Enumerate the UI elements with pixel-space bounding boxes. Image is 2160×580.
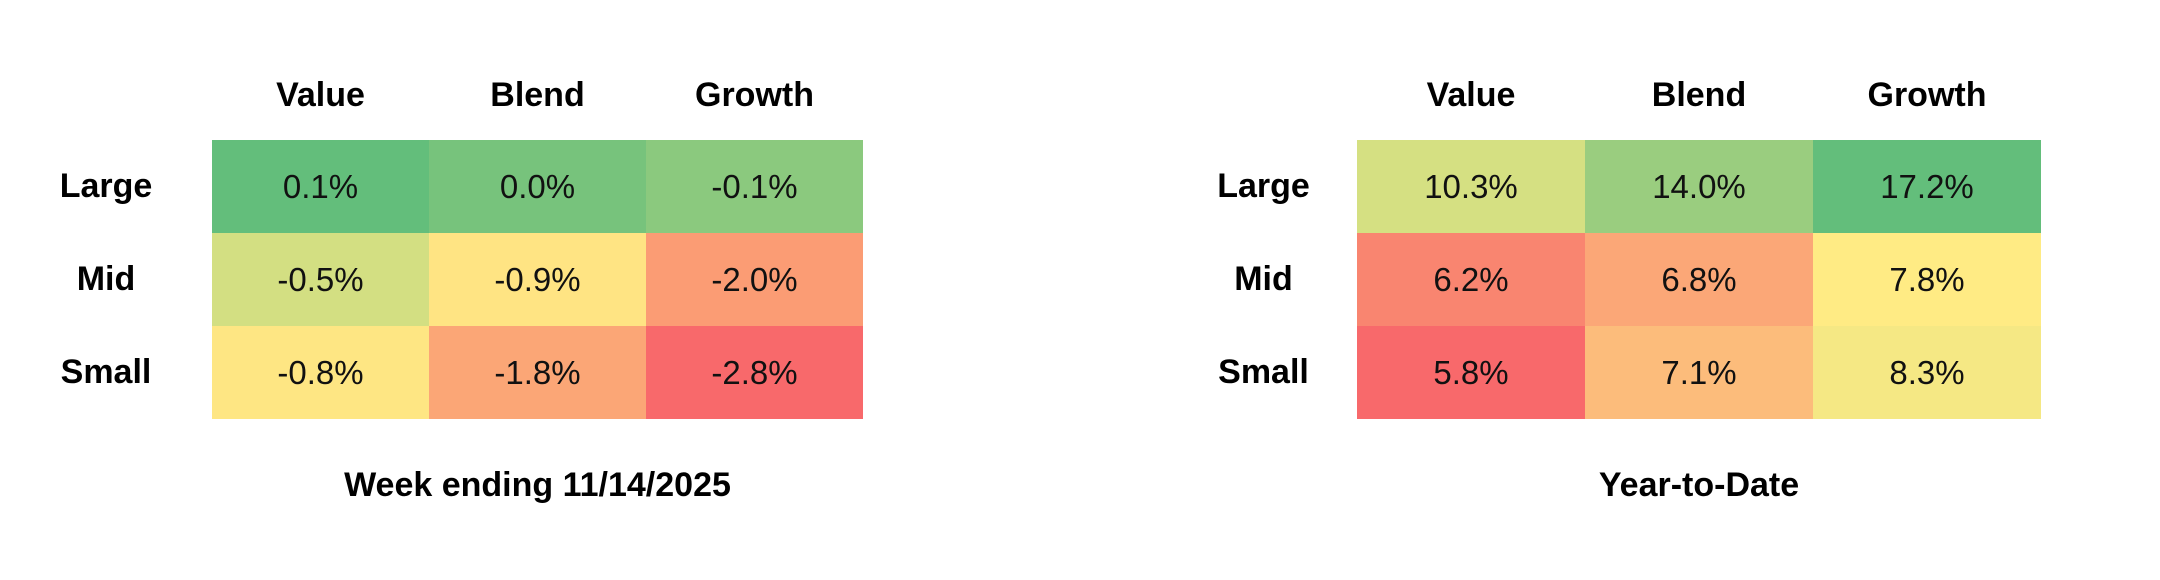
row-header-small: Small xyxy=(1218,353,1309,391)
heatmap-cell-large-growth: 17.2% xyxy=(1813,140,2041,233)
heatmap-cell-small-value: 5.8% xyxy=(1357,326,1585,419)
heatmap-cell-large-blend: 14.0% xyxy=(1585,140,1813,233)
row-header-large: Large xyxy=(1217,167,1310,205)
heatmap-cell-large-value: 10.3% xyxy=(1357,140,1585,233)
column-header-blend: Blend xyxy=(1651,76,1747,114)
heatmap-cell-mid-value: 6.2% xyxy=(1357,233,1585,326)
heatmap-title: Week ending 11/14/2025 xyxy=(344,466,731,504)
column-header-value: Value xyxy=(1426,76,1516,114)
heatmap-title: Year-to-Date xyxy=(1598,466,1800,504)
column-header-growth: Growth xyxy=(1867,76,1987,114)
heatmap-cell-large-blend: 0.0% xyxy=(429,140,646,233)
heatmap-cell-large-value: 0.1% xyxy=(212,140,429,233)
heatmap-cell-small-blend: -1.8% xyxy=(429,326,646,419)
heatmap-cell-mid-blend: 6.8% xyxy=(1585,233,1813,326)
row-header-small: Small xyxy=(60,353,152,391)
heatmap-cell-small-value: -0.8% xyxy=(212,326,429,419)
heatmap-week-panel: Value Blend Growth Large 0.1% 0.0% -0.1% Mid -0.… xyxy=(59,76,863,504)
heatmap-cell-mid-blend: -0.9% xyxy=(429,233,646,326)
heatmap-cell-small-blend: 7.1% xyxy=(1585,326,1813,419)
heatmap-cell-mid-growth: -2.0% xyxy=(646,233,863,326)
heatmap-ytd-panel: Value Blend Growth Large 10.3% 14.0% 17.2% Mid 6… xyxy=(1080,0,2160,580)
heatmap-cell-mid-value: -0.5% xyxy=(212,233,429,326)
column-header-blend: Blend xyxy=(490,76,585,114)
row-header-large: Large xyxy=(59,167,153,205)
row-header-mid: Mid xyxy=(76,260,136,298)
heatmap-cell-small-growth: -2.8% xyxy=(646,326,863,419)
row-header-mid: Mid xyxy=(1234,260,1293,298)
column-header-growth: Growth xyxy=(695,76,814,114)
column-header-value: Value xyxy=(276,76,365,114)
heatmap-cell-small-growth: 8.3% xyxy=(1813,326,2041,419)
heatmap-cell-large-growth: -0.1% xyxy=(646,140,863,233)
heatmap-cell-mid-growth: 7.8% xyxy=(1813,233,2041,326)
